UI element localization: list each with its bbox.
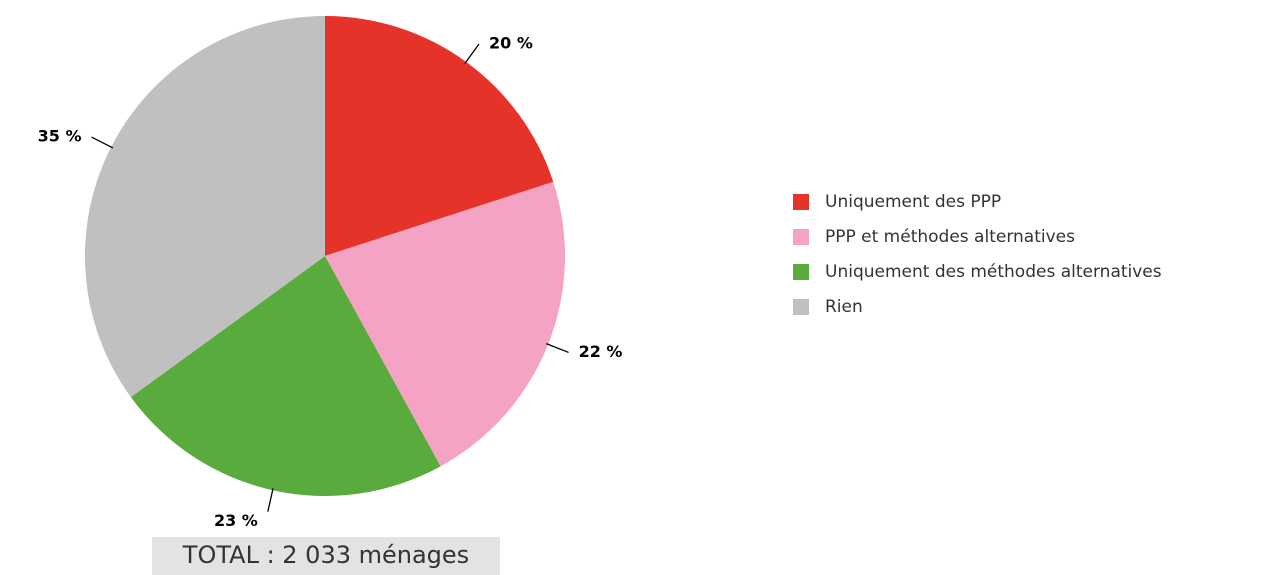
total-box	[152, 537, 500, 575]
leader-line	[464, 43, 480, 64]
leader-line	[91, 136, 114, 149]
value-label: 22 %	[579, 342, 623, 361]
legend-swatch	[793, 229, 809, 245]
leader-line	[546, 343, 569, 354]
leader-line	[267, 488, 274, 512]
legend-label: Uniquement des PPP	[825, 192, 1001, 212]
legend-swatch	[793, 194, 809, 210]
total-label: TOTAL : 2 033 ménages	[182, 541, 469, 569]
legend-swatch	[793, 299, 809, 315]
pie-slice	[325, 181, 565, 467]
value-label: 35 %	[38, 127, 82, 146]
pie-slice	[325, 16, 554, 256]
pie-slice	[85, 16, 326, 398]
legend-label: PPP et méthodes alternatives	[825, 227, 1075, 247]
value-label: 23 %	[214, 511, 258, 530]
legend-label: Uniquement des méthodes alternatives	[825, 262, 1162, 282]
legend-label: Rien	[825, 297, 863, 317]
pie-slice	[130, 256, 441, 497]
legend-swatch	[793, 264, 809, 280]
value-label: 20 %	[489, 34, 533, 53]
